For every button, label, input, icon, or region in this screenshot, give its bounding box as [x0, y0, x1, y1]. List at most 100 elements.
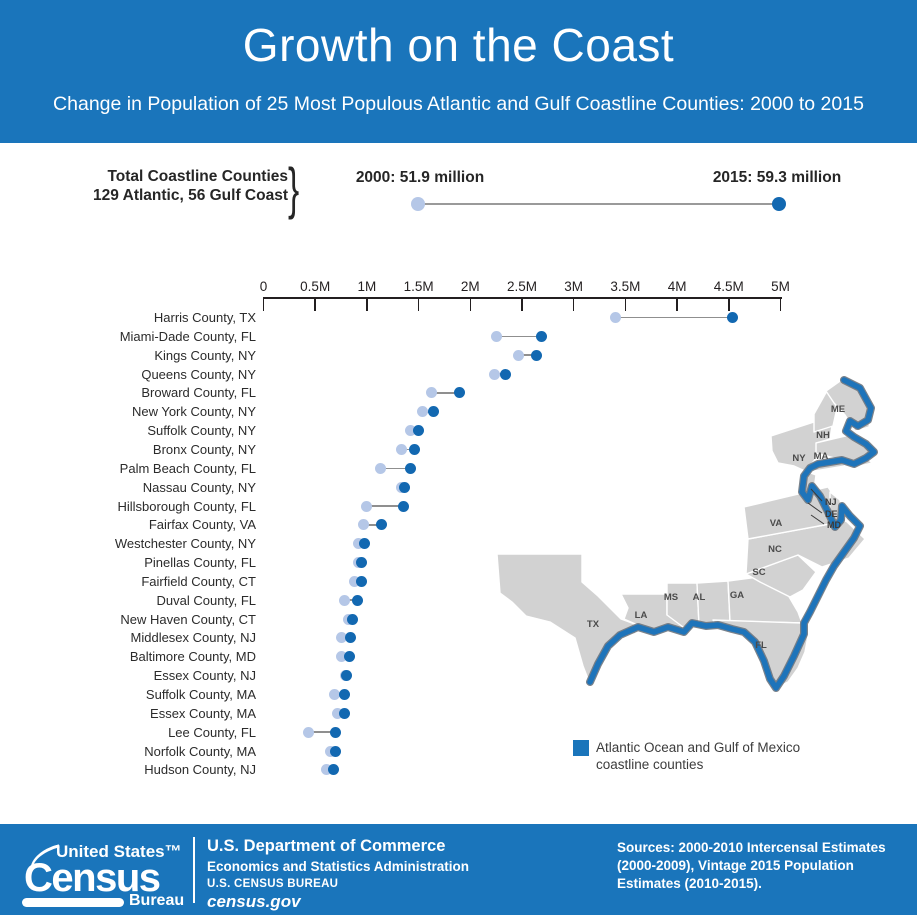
dept-commerce: U.S. Department of Commerce [207, 837, 446, 855]
county-label: Norfolk County, MA [144, 743, 256, 759]
dot-2015 [344, 632, 356, 644]
label-al: AL [693, 592, 706, 603]
county-connector [518, 354, 537, 356]
axis-tick [417, 298, 420, 311]
dot-2000 [395, 443, 407, 455]
legend-swatch [573, 740, 589, 756]
county-label: Suffolk County, MA [145, 687, 256, 702]
axis-tick-label: 4M [667, 279, 687, 294]
dot-2000 [332, 707, 344, 719]
dot-2015 [536, 330, 548, 342]
county-connector [366, 505, 404, 507]
county-label: Kings County, NY [154, 347, 256, 363]
census-gov: census.gov [207, 892, 301, 911]
county-label: Duval County, FL [156, 592, 256, 608]
dot-2015 [340, 670, 352, 682]
county-label: Lee County, FL [168, 724, 256, 740]
dot-2000 [353, 538, 365, 550]
axis-tick [624, 298, 627, 311]
state-texas [496, 553, 641, 685]
county-label: Miami-Dade County, FL [119, 328, 256, 344]
label-nh: NH [816, 430, 830, 441]
county-label: Fairfax County, VA [148, 517, 256, 533]
dept-esa: Economics and Statistics Administration [207, 859, 470, 874]
county-label: Essex County, NJ [153, 668, 256, 684]
dot-2000 [488, 368, 500, 380]
dot-2015 [727, 312, 739, 323]
axis-tick [676, 298, 678, 311]
footer-divider [193, 837, 195, 903]
label-md: MD [827, 520, 841, 530]
dot-2015 [352, 594, 364, 606]
dept-census-bureau: U.S. CENSUS BUREAU [207, 878, 339, 890]
callout-line-nj [810, 488, 823, 502]
summary-dot-2000 [411, 197, 425, 211]
dot-2015 [427, 406, 439, 418]
county-label: Harris County, TX [153, 310, 256, 325]
axis-tick [572, 298, 575, 311]
axis-tick-label: 0 [259, 279, 268, 294]
county-label: Nassau County, NY [142, 479, 256, 495]
county-label: Westchester County, NY [114, 536, 256, 552]
county-label: Pinellas County, FL [144, 555, 256, 571]
dot-2015 [454, 387, 466, 399]
axis-tick-label: 3.5M [610, 279, 641, 294]
axis-tick [469, 298, 472, 311]
dot-2015 [330, 726, 342, 738]
label-nj: NJ [825, 497, 837, 507]
label-tx: TX [587, 619, 600, 630]
dot-2015 [356, 557, 368, 569]
summary-connector-line [418, 203, 779, 205]
county-label: Broward County, FL [141, 385, 256, 401]
state-south-carolina [745, 554, 817, 598]
county-connector [494, 373, 506, 375]
dot-2000 [425, 387, 437, 399]
dot-2015 [346, 613, 358, 625]
dot-2000 [513, 349, 525, 361]
axis-tick-label: 5M [771, 279, 790, 294]
axis-tick [262, 298, 265, 311]
brace-glyph: } [288, 157, 300, 221]
sources-text: Sources: 2000-2010 Intercensal Estimates… [617, 840, 886, 891]
label-va: VA [770, 518, 783, 529]
dot-2015 [338, 707, 350, 719]
county-connector [308, 731, 336, 733]
logo-bar [22, 898, 124, 907]
summary-label-line1: Total Coastline Counties [107, 168, 288, 185]
label-ny: NY [792, 453, 806, 464]
county-label: Essex County, MA [150, 705, 256, 721]
label-de: DE [825, 509, 838, 519]
coastline-map: TX LA MS AL GA SC NC VA FL NY MA NH ME N… [478, 376, 915, 788]
county-connector [363, 524, 382, 526]
axis-tick-label: 0.5M [300, 279, 331, 294]
axis-tick-label: 2.5M [506, 279, 537, 294]
label-ms: MS [664, 592, 678, 603]
axis-tick-label: 1.5M [403, 279, 434, 294]
axis-tick-label: 2M [460, 279, 480, 294]
axis-tick [314, 298, 316, 311]
dot-2000 [490, 330, 502, 342]
county-label: Baltimore County, MD [129, 649, 256, 665]
county-label: Fairfield County, CT [141, 573, 256, 589]
county-connector [496, 335, 542, 338]
dot-2000 [361, 500, 373, 512]
dot-2015 [356, 575, 368, 587]
dot-2000 [417, 406, 429, 418]
county-connector [615, 316, 733, 319]
map-legend: Atlantic Ocean and Gulf of Mexico coastl… [573, 740, 848, 773]
dot-2000 [335, 632, 347, 644]
dot-2000 [338, 594, 350, 606]
dot-2015 [404, 462, 416, 474]
label-sc: SC [752, 567, 765, 578]
dot-2015 [375, 519, 387, 531]
axis-tick-label: 1M [357, 279, 377, 294]
logo-census-text: Census [24, 856, 161, 900]
dot-2015 [408, 443, 420, 455]
state-alabama [696, 580, 731, 626]
county-label: Hillsborough County, FL [117, 498, 257, 514]
axis-tick-label: 4.5M [713, 279, 744, 294]
axis-tick [521, 298, 523, 311]
dot-2015 [499, 368, 511, 380]
axis-tick [779, 298, 782, 311]
